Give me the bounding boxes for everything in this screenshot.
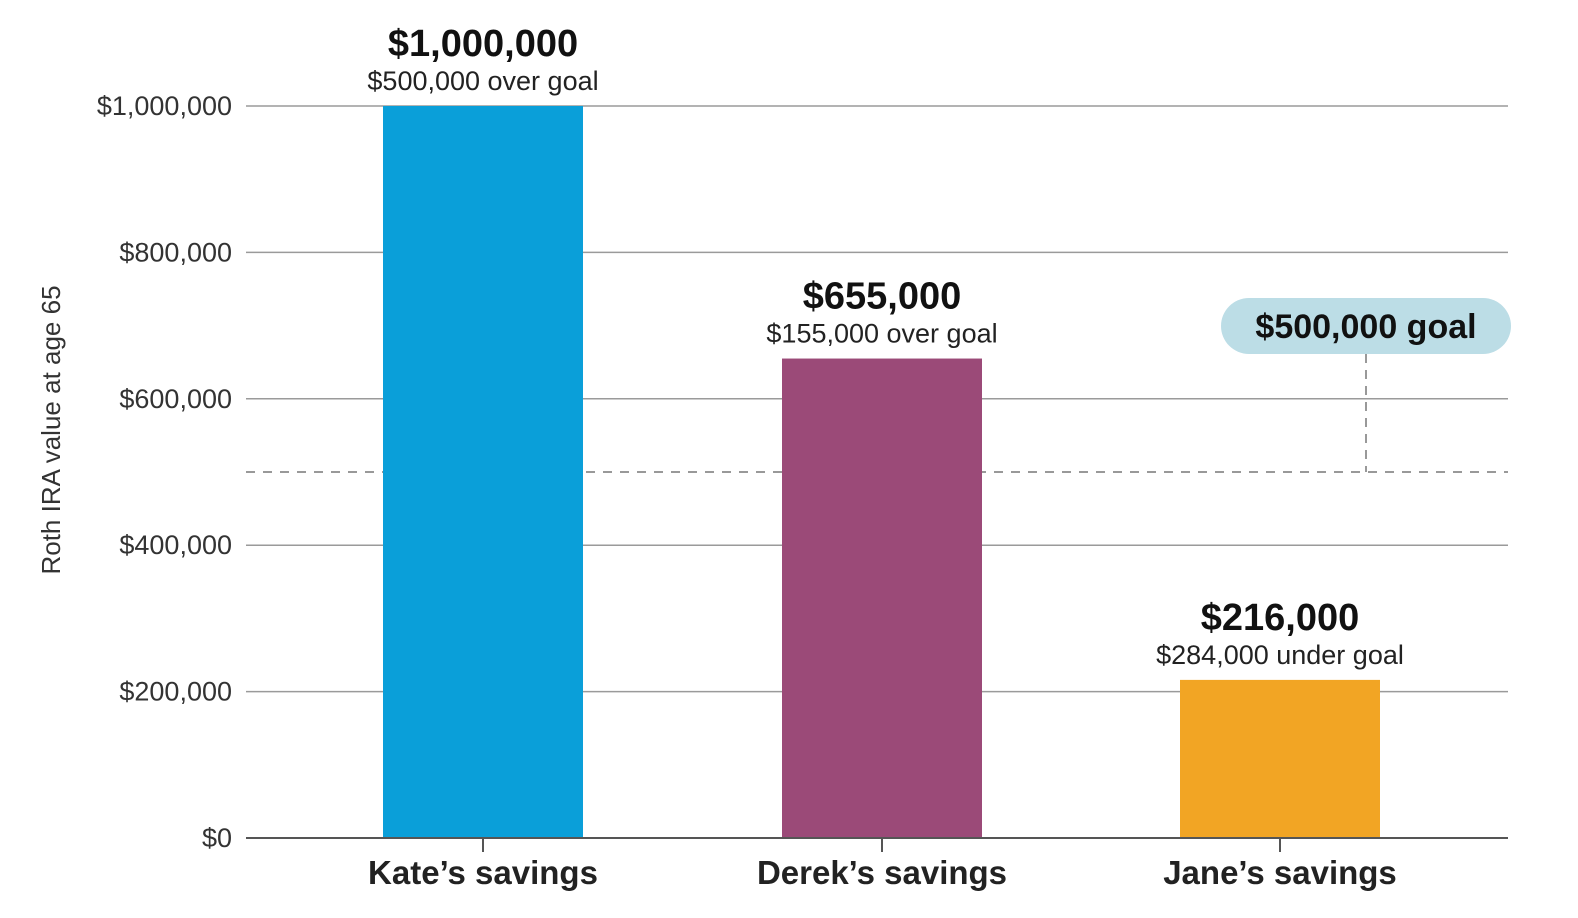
bar [383, 106, 583, 838]
y-axis-title: Roth IRA value at age 65 [36, 285, 66, 574]
bars [383, 106, 1380, 838]
x-category-label: Kate’s savings [368, 854, 598, 891]
bar-goal-difference-label: $500,000 over goal [367, 66, 598, 96]
bar-goal-difference-label: $284,000 under goal [1156, 640, 1404, 670]
y-tick-label: $800,000 [119, 237, 232, 267]
bar-value-label: $216,000 [1201, 597, 1360, 639]
bar-value-label: $655,000 [803, 276, 962, 318]
y-tick-label: $1,000,000 [97, 91, 232, 121]
x-category-label: Derek’s savings [757, 854, 1007, 891]
y-tick-label: $600,000 [119, 384, 232, 414]
y-tick-label: $400,000 [119, 530, 232, 560]
y-tick-label: $0 [202, 823, 232, 853]
bar-goal-difference-label: $155,000 over goal [766, 319, 997, 349]
bar [1180, 679, 1380, 838]
goal-badge [1221, 298, 1511, 354]
bar-labels: $1,000,000$500,000 over goal $655,000$155… [367, 23, 1403, 670]
goal-badge-label: $500,000 goal [1255, 308, 1476, 346]
x-category-label: Jane’s savings [1163, 854, 1397, 891]
axes: $0 $200,000 $400,000 $600,000 $800,000 $1,000… [97, 91, 1508, 891]
bar-value-label: $1,000,000 [388, 23, 578, 65]
bar [782, 358, 982, 838]
y-tick-label: $200,000 [119, 677, 232, 707]
